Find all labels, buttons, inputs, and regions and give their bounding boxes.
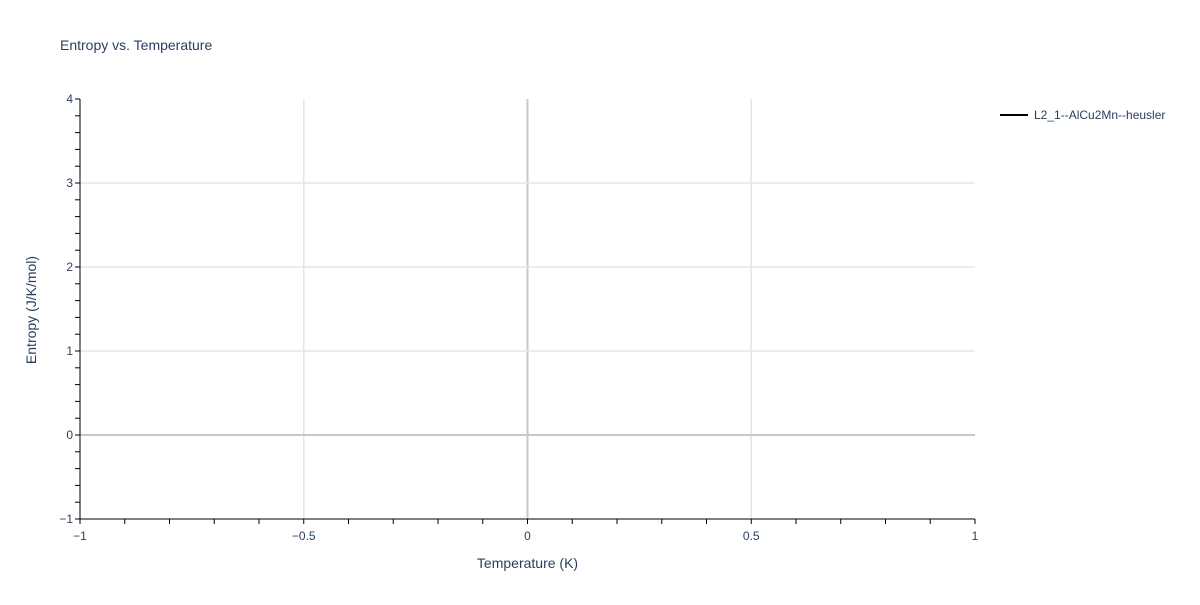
x-tick-label: 0.5	[743, 529, 760, 543]
legend-label: L2_1--AlCu2Mn--heusler	[1034, 108, 1165, 122]
x-tick-label: 1	[972, 529, 979, 543]
chart-title: Entropy vs. Temperature	[60, 37, 212, 53]
grid	[80, 99, 975, 519]
y-tick-label: 2	[66, 260, 73, 274]
y-tick-label: 3	[66, 176, 73, 190]
x-tick-label: 0	[524, 529, 531, 543]
y-axis-label: Entropy (J/K/mol)	[23, 256, 39, 364]
x-tick-label: −1	[73, 529, 87, 543]
x-tick-label: −0.5	[292, 529, 316, 543]
y-tick-label: −1	[59, 512, 73, 526]
x-axis-label: Temperature (K)	[477, 555, 578, 571]
y-tick-label: 4	[66, 92, 73, 106]
y-tick-label: 1	[66, 344, 73, 358]
axes: −1 −0.5 0 0.5 1 −1 0 1 2 3 4	[59, 92, 978, 543]
y-tick-label: 0	[66, 428, 73, 442]
legend[interactable]: L2_1--AlCu2Mn--heusler	[1000, 108, 1165, 122]
